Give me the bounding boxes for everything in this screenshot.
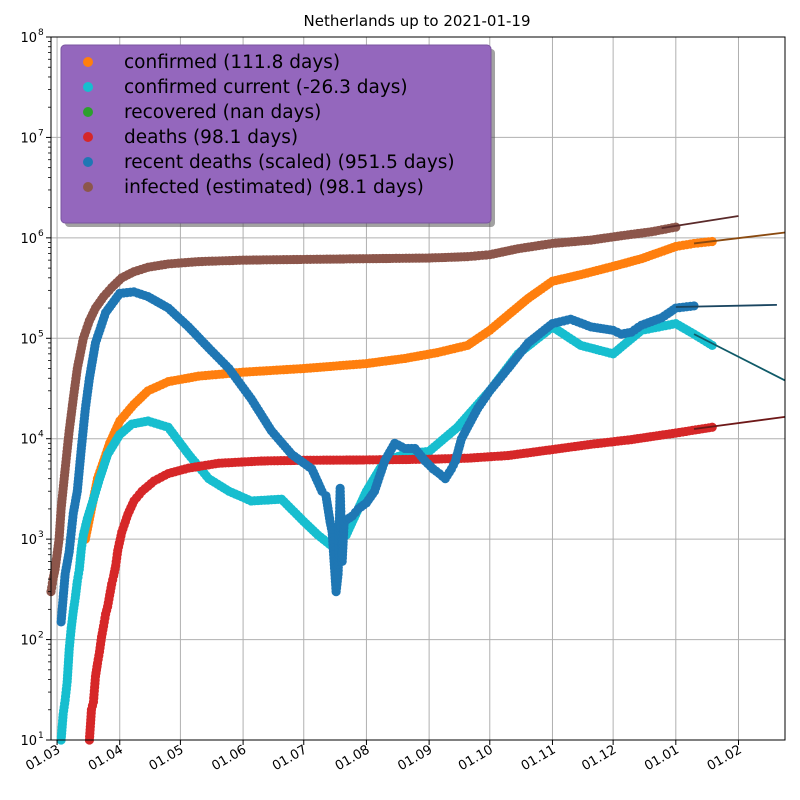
y-tick-label: 10: [20, 433, 37, 448]
legend-entries: confirmed (111.8 days) confirmed current …: [83, 52, 455, 198]
legend-label: confirmed (111.8 days): [124, 52, 340, 73]
y-tick-label: 10: [20, 332, 37, 347]
x-tick-label: 01.05: [147, 742, 187, 774]
y-tick-label: 10: [20, 232, 37, 247]
legend-box: [60, 44, 492, 224]
x-tick-label: 01.12: [579, 742, 619, 774]
y-tick-label: 10: [20, 533, 37, 548]
y-tick-exponent: 2: [38, 631, 44, 641]
legend-marker: [83, 157, 93, 167]
legend-marker: [83, 132, 93, 142]
legend-label: recent deaths (scaled) (951.5 days): [124, 152, 455, 173]
trend-line-confirmed_current: [693, 333, 786, 382]
x-tick-label: 01.06: [209, 742, 249, 774]
x-tick-label: 01.09: [395, 742, 435, 774]
y-tick-exponent: 8: [38, 28, 44, 38]
y-tick-exponent: 6: [38, 229, 44, 239]
trend-line-infected: [661, 215, 739, 230]
legend-marker: [83, 182, 93, 192]
trend-layer: [661, 215, 786, 430]
x-tick-label: 01.02: [705, 742, 745, 774]
legend-label: confirmed current (-26.3 days): [124, 77, 408, 98]
trend-line-deaths: [693, 415, 786, 430]
series-layer: [46, 222, 717, 745]
plot-border: [50, 36, 786, 741]
y-tick-exponent: 4: [38, 430, 44, 440]
x-tick-label: 01.04: [86, 742, 126, 774]
legend-marker: [83, 82, 93, 92]
x-tick-label: 01.10: [456, 742, 496, 774]
y-tick-exponent: 7: [38, 128, 44, 138]
legend-label: infected (estimated) (98.1 days): [124, 177, 424, 198]
y-tick-exponent: 5: [38, 329, 44, 339]
y-tick-label: 10: [20, 734, 37, 749]
y-tick-label: 10: [20, 31, 37, 46]
x-tick-label: 01.07: [270, 742, 310, 774]
trend-line-recent_deaths: [675, 303, 777, 308]
legend-marker: [83, 57, 93, 67]
legend-marker: [83, 107, 93, 117]
trend-line-confirmed: [693, 231, 786, 245]
y-tick-label: 10: [20, 634, 37, 649]
x-axis: 01.03 01.04 01.05 01.06 01.07 01.08 01.09 01.10…: [23, 740, 744, 774]
y-tick-exponent: 3: [38, 530, 44, 540]
legend: confirmed (111.8 days) confirmed current …: [60, 44, 495, 227]
series-infected: [46, 222, 681, 597]
chart-title: Netherlands up to 2021-01-19: [304, 12, 531, 30]
y-tick-label: 10: [20, 131, 37, 146]
y-tick-exponent: 1: [38, 731, 44, 741]
series-recent_deaths: [56, 287, 699, 627]
x-tick-label: 01.01: [642, 742, 682, 774]
x-tick-label: 01.11: [519, 742, 559, 774]
legend-label: deaths (98.1 days): [124, 127, 298, 148]
legend-label: recovered (nan days): [124, 102, 321, 123]
x-tick-label: 01.08: [333, 742, 373, 774]
